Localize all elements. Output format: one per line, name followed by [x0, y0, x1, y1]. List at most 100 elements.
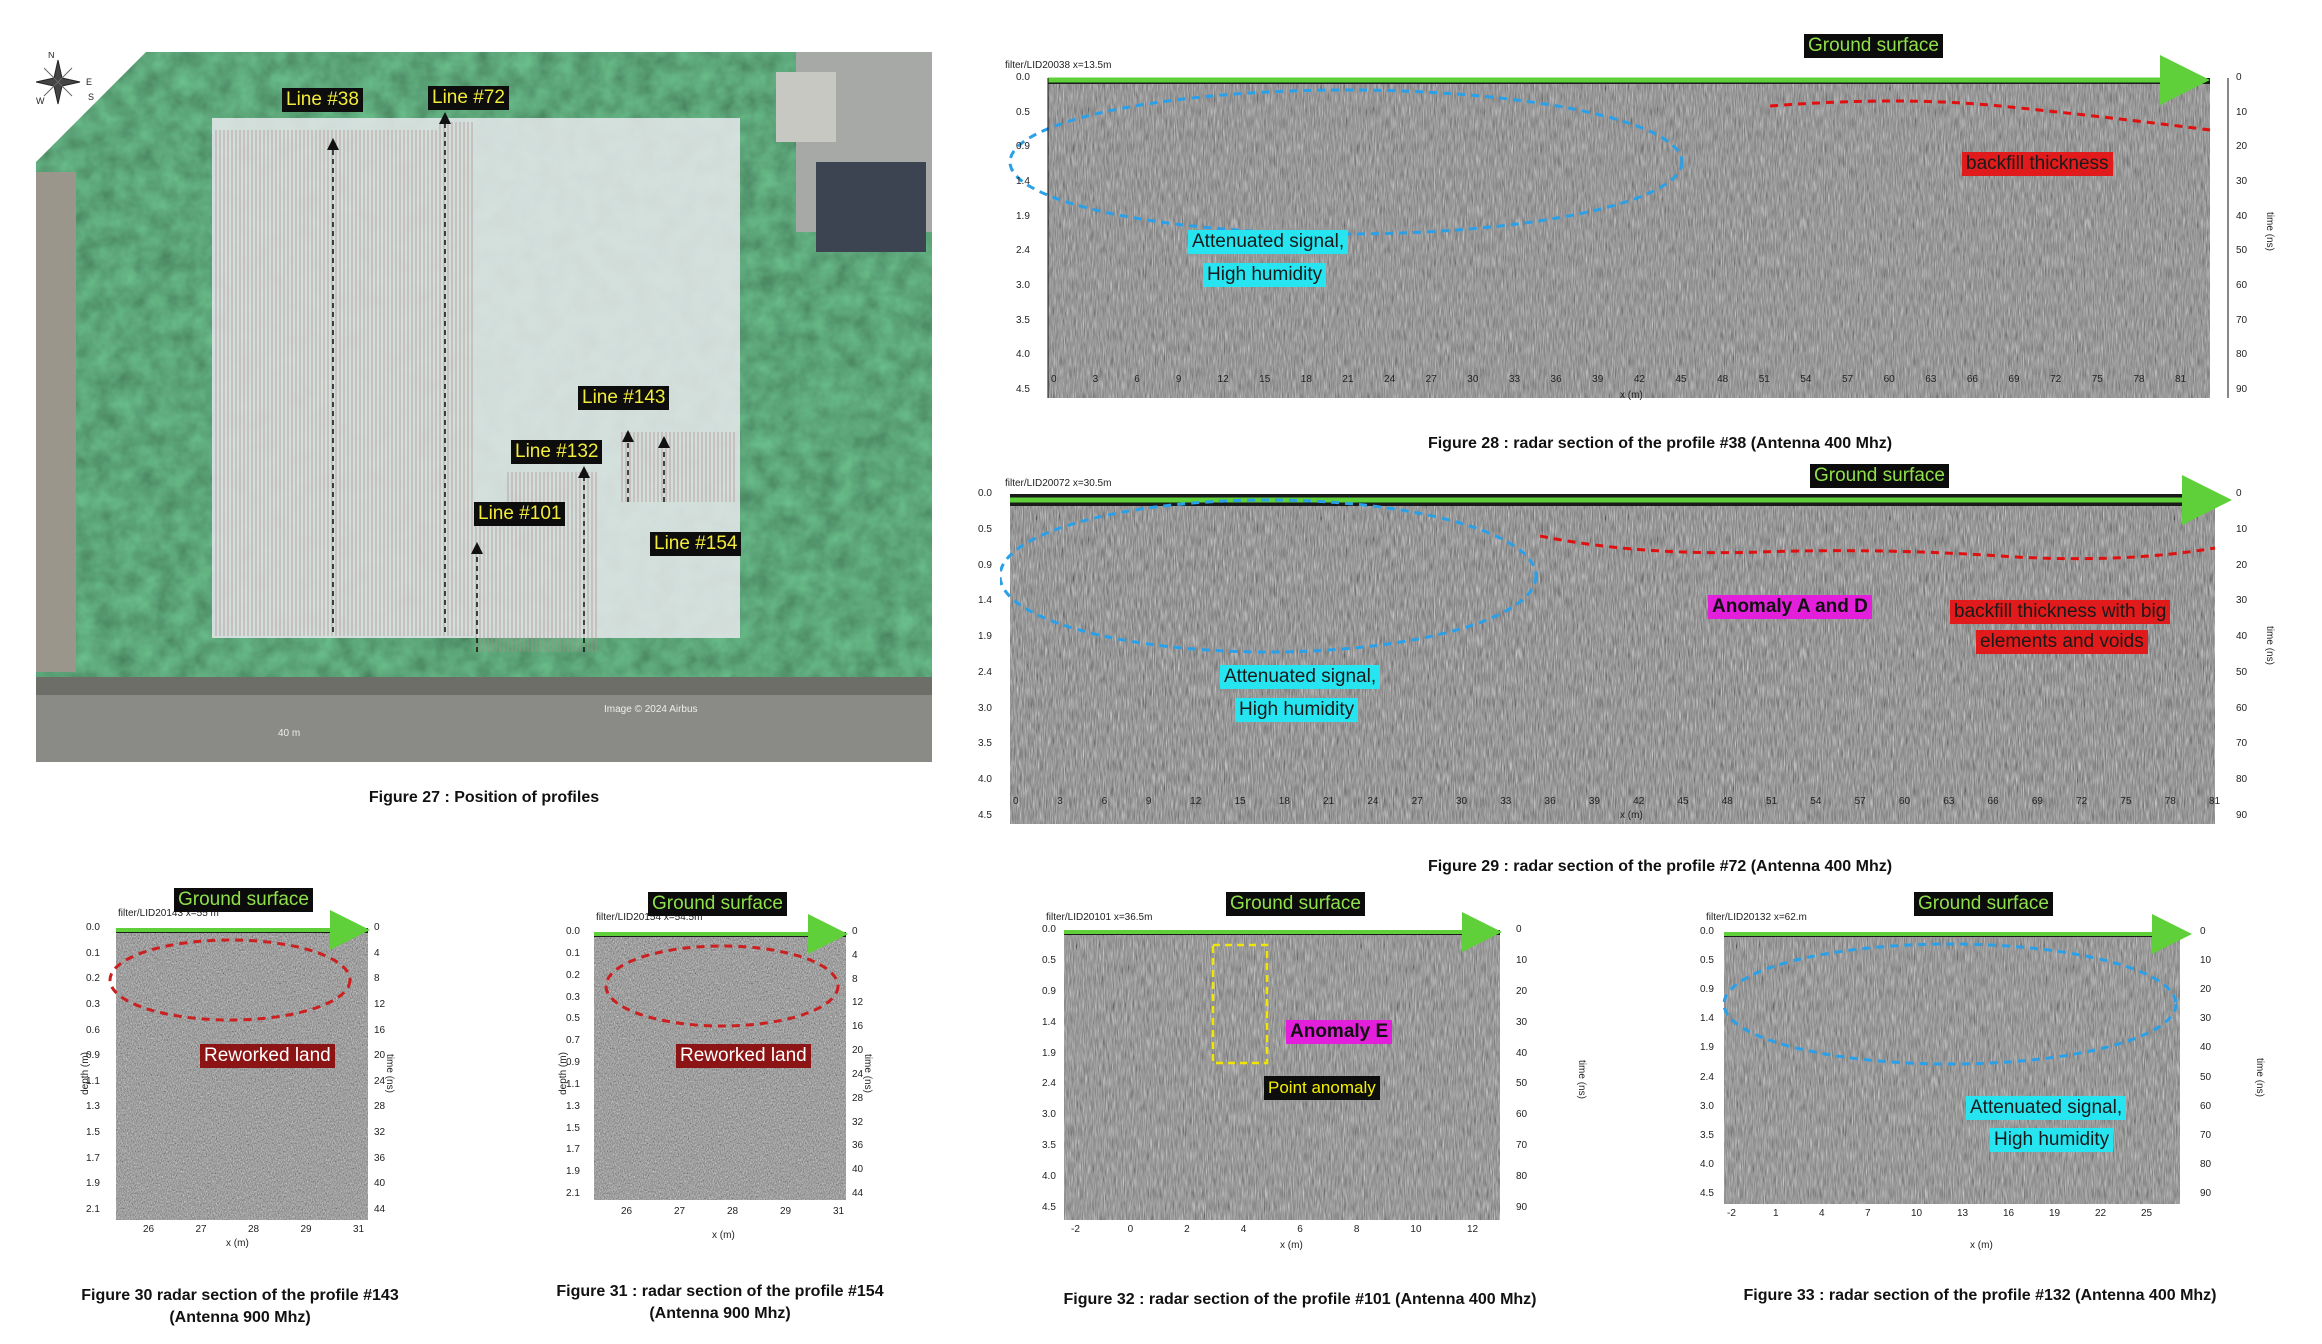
fig32-time-tick: 80 — [1516, 1171, 1528, 1183]
fig32-x-tick: 12 — [1467, 1224, 1479, 1235]
fig33-depth-tick: 4.0 — [1700, 1158, 1714, 1170]
fig33-time-tick: 40 — [2200, 1042, 2212, 1054]
fig29-depth-tick: 0.5 — [978, 523, 992, 535]
fig30-reworked: Reworked land — [200, 1044, 335, 1068]
fig29-x-tick: 51 — [1766, 796, 1778, 807]
fig33-depth-tick: 1.4 — [1700, 1013, 1714, 1025]
fig29-depth-tick: 0.9 — [978, 559, 992, 571]
fig28-x-tick: 60 — [1883, 374, 1895, 385]
fig32-depth-tick: 1.9 — [1042, 1047, 1056, 1059]
fig30-time-tick: 20 — [374, 1050, 386, 1062]
fig30-x-tick: 28 — [248, 1224, 260, 1235]
fig29-x-tick: 42 — [1633, 796, 1645, 807]
fig28-x-tick: 54 — [1800, 374, 1812, 385]
fig28-depth-tick: 1.4 — [1016, 176, 1030, 187]
fig33-x-tick: 25 — [2141, 1208, 2153, 1219]
fig28-caption: Figure 28 : radar section of the profile… — [1427, 435, 1893, 452]
fig33-x-tick: 1 — [1773, 1208, 1779, 1219]
fig32-time-tick: 50 — [1516, 1078, 1528, 1090]
fig28-time-tick: 50 — [2236, 245, 2248, 257]
fig31-caption1: Figure 31 : radar section of the profile… — [556, 1283, 884, 1300]
fig31-time-tick: 4 — [852, 949, 858, 961]
fig30-time-tick: 32 — [374, 1127, 386, 1139]
line-154-label: Line #154 — [650, 532, 742, 556]
fig28-radar: filter/LID20038 x=13.5m Ground surface A… — [1000, 30, 2320, 410]
fig29-time-tick: 60 — [2236, 702, 2248, 714]
fig28-x-tick: 39 — [1592, 374, 1604, 385]
fig29-x-tick: 78 — [2164, 796, 2176, 807]
fig33-time-tick: 90 — [2200, 1188, 2212, 1199]
fig32-x-tick: 10 — [1410, 1224, 1422, 1235]
fig33-time-tick: 80 — [2200, 1158, 2212, 1170]
fig33-x-tick: 19 — [2049, 1208, 2061, 1219]
fig30-depth-tick: 1.1 — [86, 1075, 100, 1087]
fig33-time-tick: 50 — [2200, 1071, 2212, 1083]
fig28-header: filter/LID20038 x=13.5m — [1005, 60, 1112, 71]
fig29-backfill-l1: backfill thickness with big — [1950, 600, 2171, 624]
fig30-depth-tick: 0.6 — [86, 1024, 100, 1036]
fig31-x-tick: 31 — [833, 1206, 845, 1217]
fig29-x-tick: 30 — [1455, 796, 1468, 807]
fig33-x-tick: 10 — [1911, 1208, 1923, 1219]
fig33-x-tick: 7 — [1865, 1208, 1871, 1219]
fig28-depth-tick: 2.4 — [1016, 245, 1030, 257]
fig28-attenuated-l1: Attenuated signal, — [1188, 230, 1349, 254]
fig32-ground-surface: Ground surface — [1226, 892, 1365, 916]
fig28-x-tick: 48 — [1717, 374, 1729, 385]
fig28-x-tick: 9 — [1175, 374, 1182, 385]
fig29-x-tick: 15 — [1234, 796, 1246, 807]
fig28-x-tick: 57 — [1841, 374, 1854, 385]
fig32-x-tick: 4 — [1240, 1224, 1247, 1235]
fig28-x-tick: 66 — [1966, 374, 1978, 385]
fig29-x-tick: 66 — [1987, 796, 1999, 807]
fig29-x-tick: 12 — [1190, 796, 1202, 807]
fig29-header: filter/LID20072 x=30.5m — [1005, 478, 1112, 489]
fig29-depth-tick: 2.4 — [978, 666, 992, 678]
fig28-x-tick: 81 — [2175, 374, 2187, 385]
fig30-x-tick: 31 — [353, 1224, 365, 1235]
fig33-time-tick: 10 — [2200, 955, 2212, 967]
fig31-time-tick: 36 — [852, 1140, 864, 1152]
fig32-time-tick: 70 — [1516, 1140, 1528, 1152]
fig31-depth-tick: 1.9 — [566, 1166, 580, 1178]
fig28-depth-tick: 0.5 — [1016, 106, 1030, 118]
fig29-x-tick: 21 — [1323, 796, 1335, 807]
fig29-depth-tick: 4.5 — [978, 810, 992, 821]
fig30-caption2: (Antenna 900 Mhz) — [169, 1309, 311, 1326]
fig30-depth-tick: 1.5 — [86, 1127, 100, 1139]
fig29-x-tick: 27 — [1411, 796, 1423, 807]
fig33-ground-surface: Ground surface — [1914, 892, 2053, 916]
fig33-time-tick: 0 — [2200, 926, 2206, 937]
fig29-x-tick: 45 — [1677, 796, 1689, 807]
fig30-depth-tick: 1.9 — [86, 1178, 100, 1190]
compass-n: N — [48, 52, 55, 60]
fig28-x-tick: 6 — [1134, 374, 1140, 385]
fig32-time-tick: 60 — [1516, 1109, 1528, 1121]
line-132-label: Line #132 — [511, 440, 603, 464]
fig31-time-tick: 32 — [852, 1116, 864, 1128]
fig32-time-tick: 0 — [1516, 924, 1522, 935]
fig33-depth-tick: 0.5 — [1700, 955, 1714, 967]
fig28-depth-tick: 1.9 — [1016, 210, 1030, 222]
fig30-caption1: Figure 30 radar section of the profile #… — [81, 1287, 399, 1304]
fig28-depth-tick: 0.0 — [1016, 72, 1030, 83]
compass-w: W — [36, 96, 45, 106]
fig33-xlabel: x (m) — [1970, 1240, 1993, 1251]
fig31-x-tick: 26 — [621, 1206, 633, 1217]
fig32-time-tick: 20 — [1516, 985, 1528, 997]
fig28-x-tick: 21 — [1342, 374, 1354, 385]
fig30-depth-tick: 0.9 — [86, 1050, 100, 1062]
fig28-x-tick: 18 — [1300, 374, 1312, 385]
fig28-depth-tick: 3.0 — [1016, 280, 1030, 291]
fig32-depth-tick: 3.5 — [1042, 1140, 1056, 1152]
fig28-time-tick: 80 — [2236, 349, 2248, 361]
line-38-label: Line #38 — [282, 88, 363, 112]
fig32-depth-tick: 0.5 — [1042, 954, 1056, 966]
fig29-x-tick: 81 — [2209, 796, 2221, 807]
map-scale: 40 m — [278, 728, 301, 739]
fig30-reworked-ellipse — [108, 938, 352, 1022]
fig33-caption: Figure 33 : radar section of the profile… — [1743, 1287, 2217, 1304]
fig28-time-tick: 60 — [2236, 280, 2248, 291]
fig28-x-tick: 3 — [1092, 374, 1099, 385]
fig29-time-tick: 20 — [2236, 559, 2248, 571]
